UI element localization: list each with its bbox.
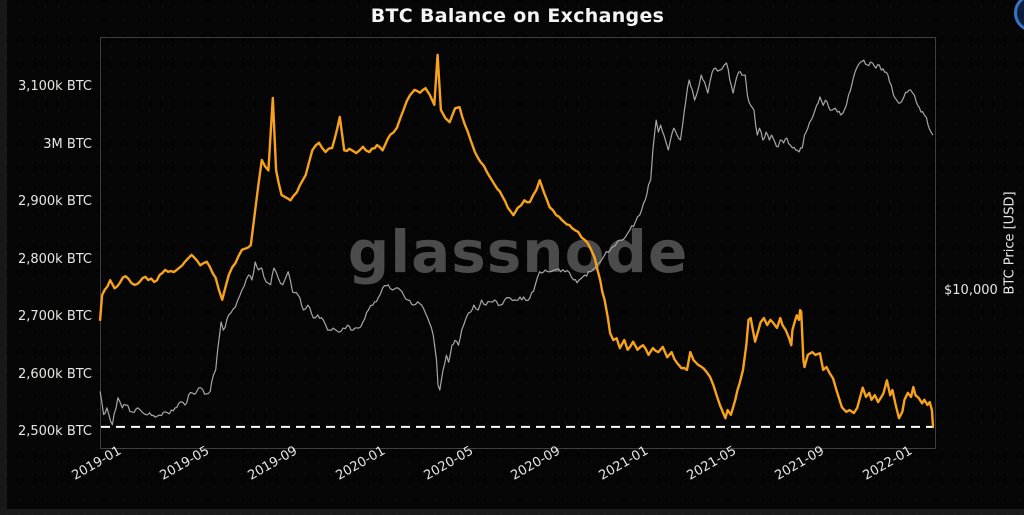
y-axis-tick-label: 2,500k BTC — [17, 424, 92, 439]
plot-border — [100, 37, 936, 449]
y-axis-tick-label: 3M BTC — [43, 136, 92, 152]
y-axis-tick-label: 2,700k BTC — [17, 309, 92, 324]
bottom-strip — [0, 509, 1024, 515]
y-axis-tick-label: 2,800k BTC — [17, 251, 92, 267]
price-line — [99, 59, 934, 426]
y-axis-tick-label: 3,100k BTC — [17, 79, 92, 94]
chart-title: BTC Balance on Exchanges — [370, 5, 665, 27]
y-axis-right-tick-label: $10,000 — [944, 283, 998, 298]
y-axis-right-title: BTC Price [USD] — [1002, 191, 1018, 295]
glassnode-watermark: glassnode — [347, 218, 689, 286]
balance-line — [98, 53, 935, 428]
left-edge-strip — [0, 0, 7, 515]
y-axis-tick-label: 2,900k BTC — [17, 194, 92, 209]
y-axis-tick-label: 2,600k BTC — [17, 366, 92, 382]
